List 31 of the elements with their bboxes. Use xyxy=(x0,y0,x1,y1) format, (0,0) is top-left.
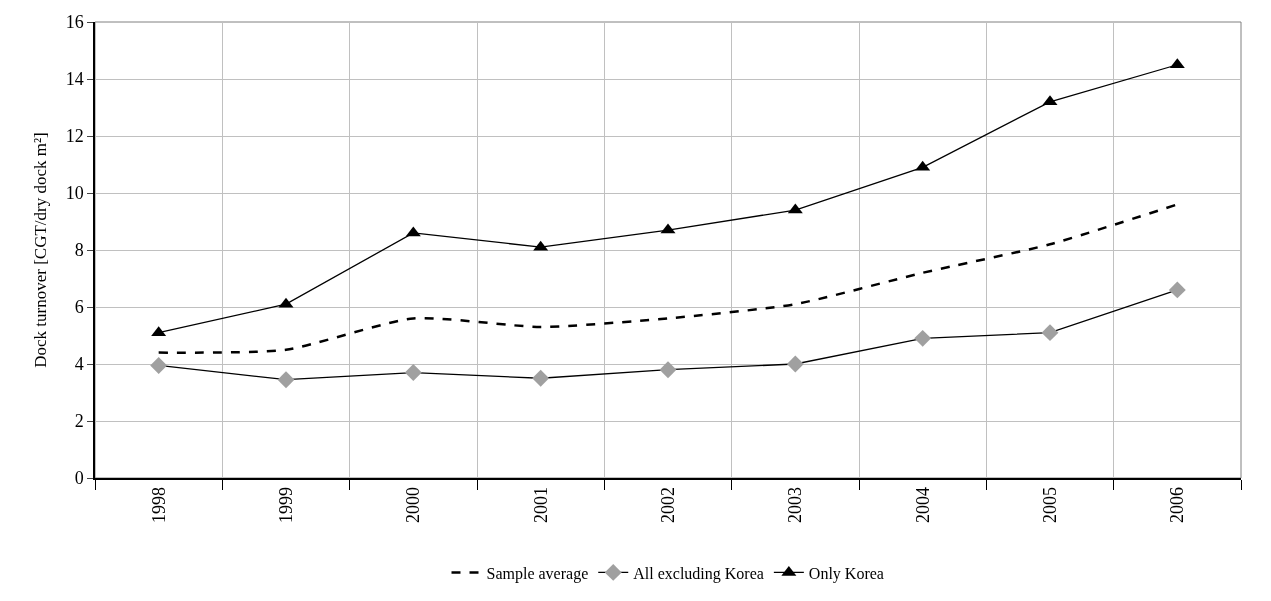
x-tick-label: 2002 xyxy=(657,486,678,523)
point xyxy=(532,369,550,387)
point xyxy=(1041,324,1059,342)
y-tick-label: 12 xyxy=(65,126,84,147)
y-tick-label: 0 xyxy=(74,468,84,489)
y-tick-label: 10 xyxy=(65,183,84,204)
point xyxy=(786,355,804,373)
y-tick-label: 6 xyxy=(74,297,84,318)
x-tick-label: 1998 xyxy=(148,486,169,523)
x-tick-label: 2006 xyxy=(1167,486,1188,523)
legend-label: Sample average xyxy=(486,564,589,583)
y-tick-label: 4 xyxy=(74,354,84,375)
point xyxy=(404,364,422,381)
x-tick-label: 2003 xyxy=(785,486,806,523)
legend-label: All excluding Korea xyxy=(633,564,764,583)
x-tick-label: 2005 xyxy=(1039,486,1060,523)
y-tick-label: 16 xyxy=(65,12,84,33)
x-tick-label: 2000 xyxy=(403,486,424,523)
y-tick-label: 8 xyxy=(74,240,84,261)
x-tick-label: 2001 xyxy=(530,486,551,523)
y-tick-label: 14 xyxy=(65,69,84,90)
point xyxy=(914,329,932,347)
point xyxy=(1168,281,1186,299)
legend-label: Only Korea xyxy=(808,564,884,583)
x-tick-label: 2004 xyxy=(912,486,933,523)
point xyxy=(277,371,295,389)
y-tick-label: 2 xyxy=(74,411,84,432)
point xyxy=(659,361,677,379)
point xyxy=(150,356,168,374)
x-tick-label: 1999 xyxy=(275,486,296,523)
y-axis-title: Dock turnover [CGT/dry dock m²] xyxy=(30,132,50,368)
